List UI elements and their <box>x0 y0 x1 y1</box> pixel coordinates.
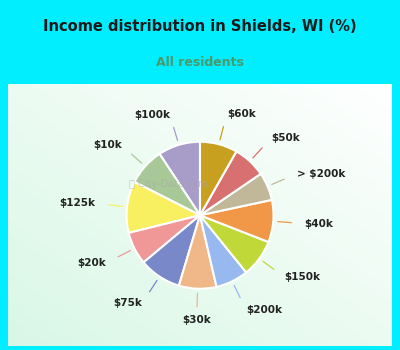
Text: Income distribution in Shields, WI (%): Income distribution in Shields, WI (%) <box>43 19 357 34</box>
Text: $75k: $75k <box>113 298 142 308</box>
Wedge shape <box>200 174 272 215</box>
Text: $150k: $150k <box>285 272 321 282</box>
Wedge shape <box>200 152 261 215</box>
Text: $50k: $50k <box>271 133 300 143</box>
Wedge shape <box>126 182 200 233</box>
Wedge shape <box>134 154 200 215</box>
Wedge shape <box>179 215 216 289</box>
Wedge shape <box>200 142 236 215</box>
Text: $20k: $20k <box>78 258 106 268</box>
Text: $100k: $100k <box>134 110 170 120</box>
Wedge shape <box>200 215 268 272</box>
Text: All residents: All residents <box>156 56 244 70</box>
Text: $30k: $30k <box>182 315 211 325</box>
Text: ⓘ City-Data.com: ⓘ City-Data.com <box>129 179 208 189</box>
Wedge shape <box>200 215 246 287</box>
Text: $10k: $10k <box>93 140 122 150</box>
Text: $200k: $200k <box>246 304 282 315</box>
Text: $125k: $125k <box>60 198 96 208</box>
Text: $60k: $60k <box>227 109 256 119</box>
Wedge shape <box>200 200 274 242</box>
Wedge shape <box>129 215 200 262</box>
Text: $40k: $40k <box>305 219 334 229</box>
Text: > $200k: > $200k <box>296 169 345 179</box>
Wedge shape <box>160 142 200 215</box>
Wedge shape <box>144 215 200 286</box>
